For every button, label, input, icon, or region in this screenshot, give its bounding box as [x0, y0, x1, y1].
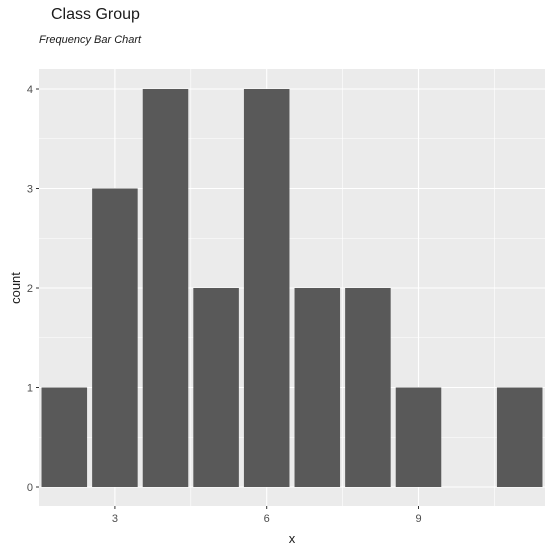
bar [395, 387, 442, 487]
y-tick-label: 3 [27, 184, 33, 196]
bar [243, 89, 290, 487]
bar [496, 387, 543, 487]
x-tick-label: 9 [415, 513, 421, 525]
chart-title: Class Group [51, 6, 140, 23]
bar [142, 89, 189, 487]
x-axis-title: x [289, 531, 296, 546]
bars [41, 89, 543, 487]
bar [345, 288, 391, 487]
x-tick-label: 3 [112, 513, 118, 525]
y-tick-label: 0 [27, 482, 33, 494]
bar [92, 188, 138, 487]
chart-subtitle: Frequency Bar Chart [39, 34, 142, 46]
bar [294, 288, 341, 487]
y-tick-label: 1 [27, 383, 33, 395]
y-tick-label: 2 [27, 283, 33, 295]
bar [41, 387, 88, 487]
x-tick-label: 6 [264, 513, 270, 525]
axes: 0 1 2 3 4 3 6 9 [27, 84, 422, 525]
y-axis-title: count [8, 272, 23, 304]
y-tick-label: 4 [27, 84, 33, 96]
bar [193, 288, 239, 487]
